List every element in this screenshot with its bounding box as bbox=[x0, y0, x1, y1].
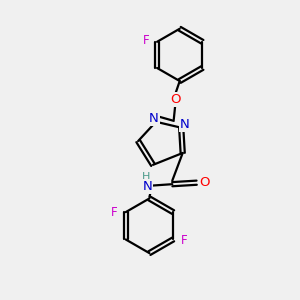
Text: O: O bbox=[170, 93, 181, 106]
Text: H: H bbox=[142, 172, 151, 182]
Text: N: N bbox=[142, 180, 152, 194]
Text: N: N bbox=[180, 118, 190, 131]
Text: F: F bbox=[142, 34, 149, 47]
Text: F: F bbox=[181, 235, 188, 248]
Text: N: N bbox=[149, 112, 159, 125]
Text: O: O bbox=[200, 176, 210, 189]
Text: F: F bbox=[111, 206, 118, 219]
